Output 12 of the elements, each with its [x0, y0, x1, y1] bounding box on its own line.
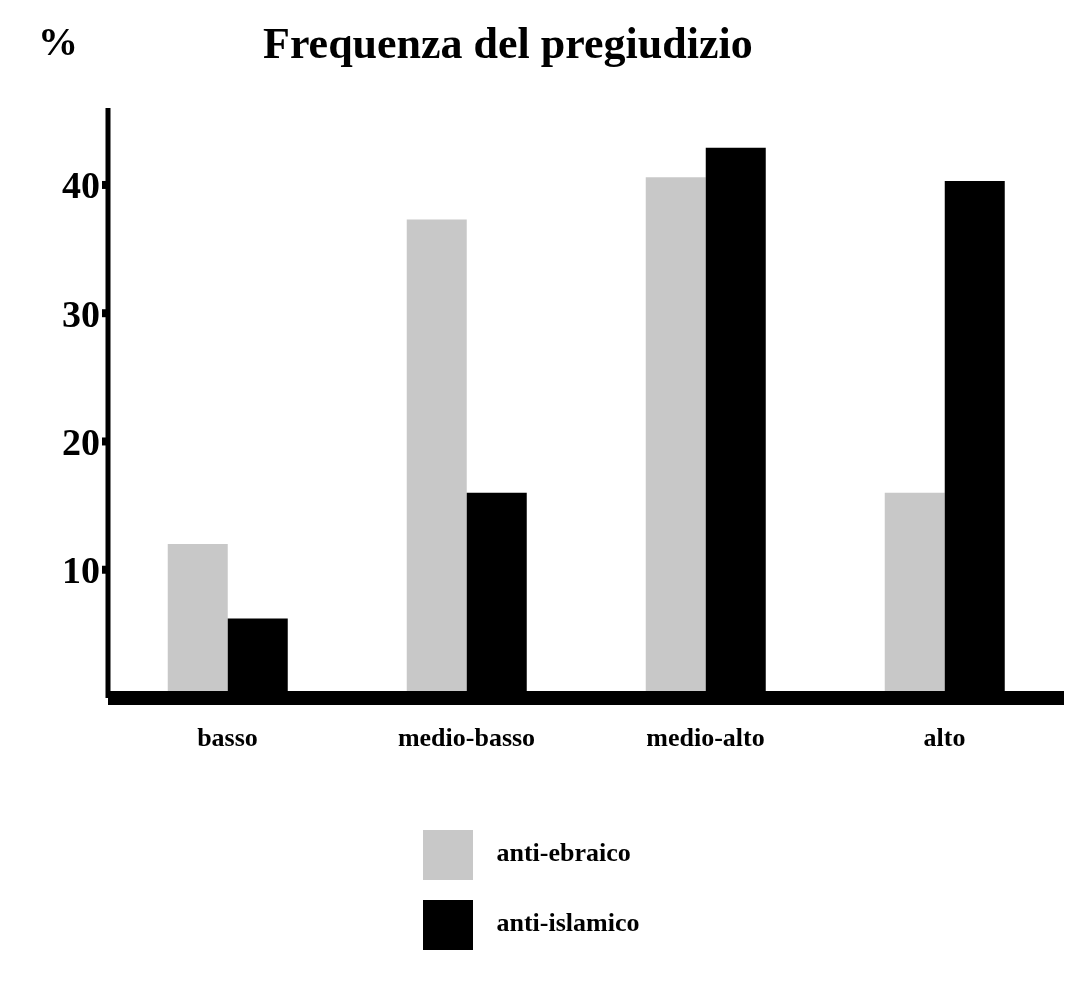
x-tick-label: alto: [923, 723, 966, 753]
x-tick-label: basso: [197, 723, 258, 753]
y-tick-label: 40: [62, 164, 100, 207]
y-tick-label: 30: [62, 292, 100, 335]
x-tick-label: medio-basso: [397, 723, 536, 753]
legend-label: anti-ebraico: [496, 838, 631, 867]
chart-title: Frequenza del pregiudizio: [263, 18, 753, 69]
y-axis-title: %: [38, 18, 78, 65]
y-tick-label: 10: [62, 549, 100, 592]
y-tick-label: 20: [62, 420, 100, 463]
legend-label: anti-islamico: [496, 908, 640, 937]
x-tick-label: medio-alto: [646, 723, 765, 753]
